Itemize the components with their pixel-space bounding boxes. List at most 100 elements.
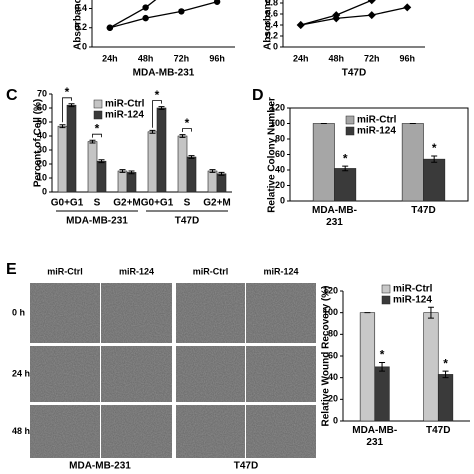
y-axis-label: Absorbance [73, 0, 84, 50]
x-tick-label: 48h [138, 53, 154, 63]
error-bar [218, 171, 225, 176]
y-tick-label: 0 [273, 41, 278, 51]
micrograph-texture [101, 283, 172, 343]
micrograph-texture [246, 283, 316, 343]
bar [117, 170, 128, 193]
micrograph-texture [30, 405, 100, 458]
y-tick-label: 0.4 [265, 19, 278, 29]
wound-images: miR-Ctrl miR-124 miR-Ctrl miR-124 0 h 24 h 48 … [0, 266, 316, 472]
x-tick-label: 96h [399, 53, 415, 63]
column-label: miR-124 [263, 266, 298, 276]
marker [142, 4, 149, 11]
error-bar [431, 155, 438, 163]
x-tick-label: G0+G1 [141, 198, 174, 209]
y-tick-label: 80 [328, 329, 338, 339]
x-tick-label: 72h [364, 53, 380, 63]
bar [126, 172, 137, 193]
y-tick-label: 0.6 [265, 8, 278, 18]
x-axis-label: T47D [342, 68, 366, 79]
marker [142, 14, 149, 22]
error-bar [427, 306, 434, 319]
legend-swatch [381, 284, 391, 294]
bar [312, 123, 335, 202]
micrograph-texture [176, 405, 245, 458]
line [300, 6, 408, 26]
significance-mark: * [155, 88, 160, 102]
significance-mark: * [432, 141, 437, 155]
error-bar [179, 134, 186, 138]
y-tick-label: 0 [280, 195, 285, 205]
micrograph-texture [246, 346, 316, 402]
legend-label: miR-124 [357, 126, 396, 137]
bar [87, 141, 98, 193]
error-bar [68, 103, 75, 108]
legend-swatch [93, 110, 103, 120]
y-tick-label: 10 [37, 172, 47, 182]
significance-mark: * [380, 348, 385, 362]
y-tick-label: 0 [82, 41, 87, 51]
panel-letter: C [6, 87, 18, 104]
bar [401, 123, 424, 202]
bar [374, 366, 390, 422]
bar [186, 156, 197, 193]
bar [177, 135, 188, 193]
bar [147, 131, 158, 193]
error-bar [119, 169, 126, 173]
x-tick-label: T47D [426, 425, 451, 436]
y-tick-label: 20 [328, 394, 338, 404]
legend-label: miR-Ctrl [105, 99, 145, 110]
significance-mark: * [443, 356, 448, 370]
significance-bracket [62, 97, 72, 123]
error-bar [209, 169, 216, 173]
micrograph-texture [101, 405, 172, 458]
x-tick-label: T47D [411, 205, 436, 216]
x-axis-label: MDA-MB-231 [133, 68, 195, 79]
micrograph-texture [30, 346, 100, 402]
row-label: 0 h [12, 307, 25, 317]
group-label: T47D [234, 461, 258, 472]
legend-label: miR-124 [105, 110, 144, 121]
micrograph-texture [101, 346, 172, 402]
marker [296, 21, 305, 29]
line [109, 1, 218, 29]
marker [106, 24, 114, 31]
error-bar [59, 124, 66, 129]
y-tick-label: 70 [37, 88, 47, 98]
legend-swatch [381, 295, 391, 305]
x-tick-label: MDA-MB- 231 [312, 205, 357, 228]
legend-label: miR-124 [393, 295, 432, 306]
bar [334, 168, 357, 202]
column-label: miR-Ctrl [47, 266, 83, 276]
marker [367, 11, 376, 20]
y-tick-label: 40 [37, 130, 47, 140]
x-tick-label: S [184, 198, 191, 209]
error-bar [89, 139, 96, 144]
error-bar [379, 362, 386, 372]
y-tick-label: 0.2 [74, 22, 87, 32]
micrograph-texture [30, 283, 100, 343]
legend-label: miR-Ctrl [357, 115, 397, 126]
group-label: MDA-MB-231 [69, 461, 131, 472]
micrograph-texture [176, 283, 245, 343]
column-label: miR-Ctrl [193, 266, 229, 276]
bar [437, 374, 454, 422]
significance-mark: * [95, 121, 100, 135]
y-tick-label: 0 [333, 415, 338, 425]
legend-swatch [345, 126, 355, 136]
significance-bracket [182, 128, 192, 132]
bar [207, 170, 218, 193]
x-tick-label: G2+M [113, 198, 141, 209]
y-tick-label: 0.4 [74, 3, 87, 13]
bar [423, 158, 446, 202]
significance-mark: * [185, 116, 190, 130]
y-tick-label: 20 [37, 158, 47, 168]
x-tick-label: 96h [209, 53, 225, 63]
x-tick-label: 24h [102, 53, 118, 63]
y-tick-label: 0.8 [265, 0, 278, 7]
significance-mark: * [65, 85, 70, 99]
row-label: 48 h [12, 426, 30, 436]
marker [178, 8, 185, 15]
bar [57, 125, 68, 193]
micrograph-texture [176, 346, 245, 402]
x-tick-label: 24h [293, 53, 309, 63]
